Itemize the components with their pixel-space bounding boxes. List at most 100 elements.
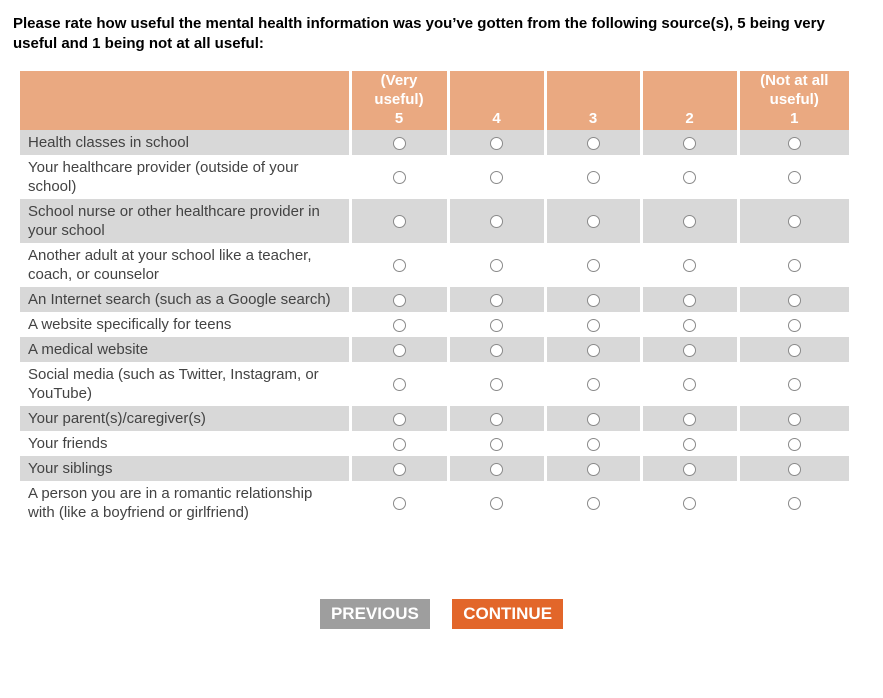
radio-cell[interactable] bbox=[543, 406, 641, 431]
radio-cell[interactable] bbox=[348, 456, 448, 481]
radio-cell[interactable] bbox=[543, 287, 641, 312]
radio-cell[interactable] bbox=[446, 431, 545, 456]
radio-cell[interactable] bbox=[639, 456, 738, 481]
radio-5[interactable] bbox=[392, 318, 406, 332]
radio-5[interactable] bbox=[392, 293, 406, 307]
radio-cell[interactable] bbox=[543, 362, 641, 406]
radio-3[interactable] bbox=[586, 497, 600, 511]
radio-cell[interactable] bbox=[446, 130, 545, 155]
radio-4[interactable] bbox=[490, 136, 503, 150]
radio-cell[interactable] bbox=[446, 406, 545, 431]
radio-cell[interactable] bbox=[348, 362, 448, 406]
radio-4[interactable] bbox=[490, 171, 503, 185]
radio-cell[interactable] bbox=[543, 481, 641, 525]
radio-1[interactable] bbox=[787, 293, 801, 307]
radio-2[interactable] bbox=[683, 412, 696, 426]
radio-cell[interactable] bbox=[348, 481, 448, 525]
radio-3[interactable] bbox=[586, 259, 600, 273]
radio-2[interactable] bbox=[683, 293, 696, 307]
radio-3[interactable] bbox=[586, 318, 600, 332]
radio-1[interactable] bbox=[787, 171, 801, 185]
radio-1[interactable] bbox=[787, 497, 801, 511]
radio-1[interactable] bbox=[787, 437, 801, 451]
radio-cell[interactable] bbox=[736, 431, 849, 456]
radio-4[interactable] bbox=[490, 293, 503, 307]
radio-5[interactable] bbox=[392, 437, 406, 451]
radio-4[interactable] bbox=[490, 497, 503, 511]
radio-cell[interactable] bbox=[736, 337, 849, 362]
radio-2[interactable] bbox=[683, 215, 696, 229]
radio-cell[interactable] bbox=[639, 155, 738, 199]
radio-cell[interactable] bbox=[736, 456, 849, 481]
radio-3[interactable] bbox=[586, 293, 600, 307]
radio-cell[interactable] bbox=[639, 243, 738, 287]
radio-cell[interactable] bbox=[639, 337, 738, 362]
radio-1[interactable] bbox=[787, 462, 801, 476]
radio-3[interactable] bbox=[586, 136, 600, 150]
radio-4[interactable] bbox=[490, 412, 503, 426]
radio-cell[interactable] bbox=[736, 243, 849, 287]
radio-cell[interactable] bbox=[446, 155, 545, 199]
radio-4[interactable] bbox=[490, 259, 503, 273]
radio-2[interactable] bbox=[683, 497, 696, 511]
radio-1[interactable] bbox=[787, 318, 801, 332]
radio-cell[interactable] bbox=[543, 130, 641, 155]
radio-cell[interactable] bbox=[736, 406, 849, 431]
radio-1[interactable] bbox=[787, 378, 801, 392]
radio-4[interactable] bbox=[490, 215, 503, 229]
radio-cell[interactable] bbox=[639, 199, 738, 243]
radio-cell[interactable] bbox=[348, 337, 448, 362]
radio-2[interactable] bbox=[683, 378, 696, 392]
radio-2[interactable] bbox=[683, 462, 696, 476]
radio-cell[interactable] bbox=[736, 362, 849, 406]
radio-cell[interactable] bbox=[639, 130, 738, 155]
radio-cell[interactable] bbox=[446, 243, 545, 287]
radio-cell[interactable] bbox=[348, 312, 448, 337]
radio-2[interactable] bbox=[683, 171, 696, 185]
radio-4[interactable] bbox=[490, 437, 503, 451]
radio-cell[interactable] bbox=[543, 456, 641, 481]
radio-cell[interactable] bbox=[348, 155, 448, 199]
radio-cell[interactable] bbox=[348, 287, 448, 312]
radio-cell[interactable] bbox=[639, 431, 738, 456]
radio-1[interactable] bbox=[787, 136, 801, 150]
radio-cell[interactable] bbox=[639, 481, 738, 525]
radio-cell[interactable] bbox=[736, 199, 849, 243]
radio-3[interactable] bbox=[586, 437, 600, 451]
radio-cell[interactable] bbox=[736, 481, 849, 525]
radio-5[interactable] bbox=[392, 378, 406, 392]
radio-3[interactable] bbox=[586, 462, 600, 476]
radio-5[interactable] bbox=[392, 136, 406, 150]
radio-cell[interactable] bbox=[543, 312, 641, 337]
continue-button[interactable]: CONTINUE bbox=[452, 599, 564, 629]
radio-5[interactable] bbox=[392, 497, 406, 511]
radio-3[interactable] bbox=[586, 171, 600, 185]
radio-cell[interactable] bbox=[446, 337, 545, 362]
radio-cell[interactable] bbox=[446, 199, 545, 243]
radio-4[interactable] bbox=[490, 462, 503, 476]
radio-2[interactable] bbox=[683, 136, 696, 150]
radio-cell[interactable] bbox=[348, 243, 448, 287]
radio-1[interactable] bbox=[787, 259, 801, 273]
radio-5[interactable] bbox=[392, 171, 406, 185]
radio-3[interactable] bbox=[586, 378, 600, 392]
radio-cell[interactable] bbox=[446, 481, 545, 525]
radio-cell[interactable] bbox=[446, 456, 545, 481]
radio-cell[interactable] bbox=[543, 243, 641, 287]
radio-cell[interactable] bbox=[446, 312, 545, 337]
radio-5[interactable] bbox=[392, 215, 406, 229]
radio-5[interactable] bbox=[392, 343, 406, 357]
radio-4[interactable] bbox=[490, 318, 503, 332]
radio-cell[interactable] bbox=[543, 431, 641, 456]
radio-cell[interactable] bbox=[639, 362, 738, 406]
radio-1[interactable] bbox=[787, 343, 801, 357]
radio-cell[interactable] bbox=[543, 155, 641, 199]
radio-cell[interactable] bbox=[639, 406, 738, 431]
radio-cell[interactable] bbox=[736, 130, 849, 155]
radio-cell[interactable] bbox=[348, 199, 448, 243]
previous-button[interactable]: PREVIOUS bbox=[319, 599, 430, 629]
radio-cell[interactable] bbox=[736, 155, 849, 199]
radio-2[interactable] bbox=[683, 343, 696, 357]
radio-4[interactable] bbox=[490, 343, 503, 357]
radio-1[interactable] bbox=[787, 412, 801, 426]
